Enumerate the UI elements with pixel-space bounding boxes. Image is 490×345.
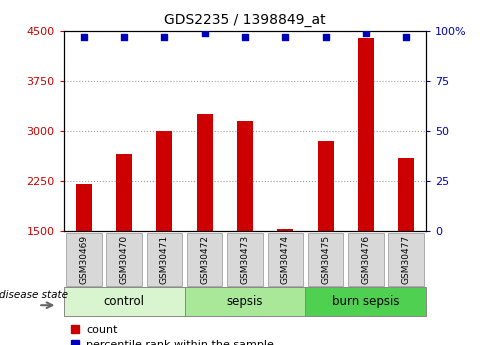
Bar bbox=[227, 234, 263, 286]
Point bbox=[281, 34, 289, 40]
Point bbox=[201, 30, 209, 36]
Point bbox=[161, 34, 169, 40]
Text: GSM30476: GSM30476 bbox=[361, 235, 370, 284]
Bar bbox=[277, 229, 294, 231]
Point bbox=[362, 30, 370, 36]
Point bbox=[80, 34, 88, 40]
Bar bbox=[66, 234, 101, 286]
Bar bbox=[64, 287, 185, 316]
Legend: count, percentile rank within the sample: count, percentile rank within the sample bbox=[69, 325, 274, 345]
Text: sepsis: sepsis bbox=[227, 295, 263, 308]
Text: GSM30474: GSM30474 bbox=[281, 235, 290, 284]
Point bbox=[321, 34, 329, 40]
Bar bbox=[196, 115, 213, 231]
Title: GDS2235 / 1398849_at: GDS2235 / 1398849_at bbox=[164, 13, 326, 27]
Bar bbox=[398, 158, 414, 231]
Bar bbox=[318, 141, 334, 231]
Text: GSM30470: GSM30470 bbox=[120, 235, 129, 284]
Text: GSM30473: GSM30473 bbox=[241, 235, 249, 284]
Bar bbox=[348, 234, 384, 286]
Bar bbox=[268, 234, 303, 286]
Text: GSM30471: GSM30471 bbox=[160, 235, 169, 284]
Bar bbox=[237, 121, 253, 231]
Text: control: control bbox=[103, 295, 145, 308]
Bar bbox=[185, 287, 305, 316]
Point bbox=[402, 34, 410, 40]
Bar bbox=[187, 234, 222, 286]
Bar bbox=[308, 234, 343, 286]
Text: GSM30475: GSM30475 bbox=[321, 235, 330, 284]
Bar bbox=[389, 234, 424, 286]
Text: burn sepsis: burn sepsis bbox=[332, 295, 400, 308]
Bar bbox=[305, 287, 426, 316]
Text: GSM30469: GSM30469 bbox=[79, 235, 88, 284]
Text: disease state: disease state bbox=[0, 290, 68, 300]
Bar bbox=[156, 131, 172, 231]
Bar bbox=[147, 234, 182, 286]
Point bbox=[241, 34, 249, 40]
Point bbox=[120, 34, 128, 40]
Bar bbox=[358, 38, 374, 231]
Text: GSM30477: GSM30477 bbox=[402, 235, 411, 284]
Bar bbox=[106, 234, 142, 286]
Bar bbox=[116, 155, 132, 231]
Bar bbox=[76, 185, 92, 231]
Text: GSM30472: GSM30472 bbox=[200, 235, 209, 284]
